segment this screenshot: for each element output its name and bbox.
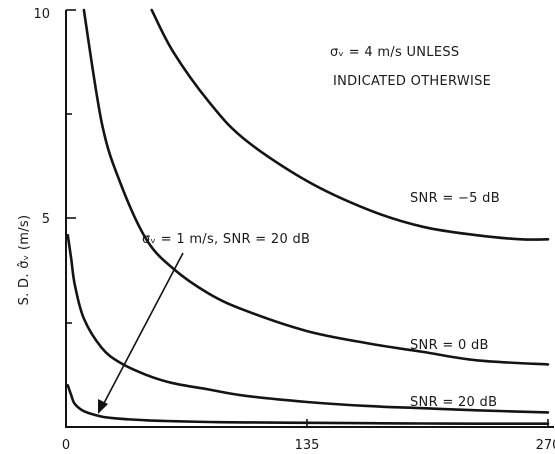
series-group — [66, 8, 550, 426]
header-note-line1: σᵥ = 4 m/s UNLESS — [330, 45, 459, 60]
series-line-0 — [150, 8, 550, 241]
series-line-3 — [66, 384, 550, 426]
annotation-arrow — [102, 252, 184, 406]
x-tick-label-135: 135 — [295, 438, 320, 453]
y-tick-label-5: 5 — [42, 212, 50, 227]
axes-frame — [65, 10, 554, 428]
header-note-line2: INDICATED OTHERWISE — [333, 74, 491, 89]
y-axis-label: S. D. σ̂ᵥ (m/s) — [17, 215, 32, 306]
label-snr-minus5: SNR = −5 dB — [410, 191, 500, 206]
series-line-1 — [82, 8, 550, 366]
label-sigma-1: σᵥ = 1 m/s, SNR = 20 dB — [142, 232, 310, 247]
series-line-2 — [66, 233, 550, 414]
annotation-arrowhead — [98, 399, 108, 414]
x-tick-label-0: 0 — [62, 438, 70, 453]
y-tick-label-10: 10 — [33, 7, 50, 22]
label-snr-0: SNR = 0 dB — [410, 338, 489, 353]
x-tick-label-270: 270 — [536, 438, 555, 453]
label-snr-20: SNR = 20 dB — [410, 395, 497, 410]
